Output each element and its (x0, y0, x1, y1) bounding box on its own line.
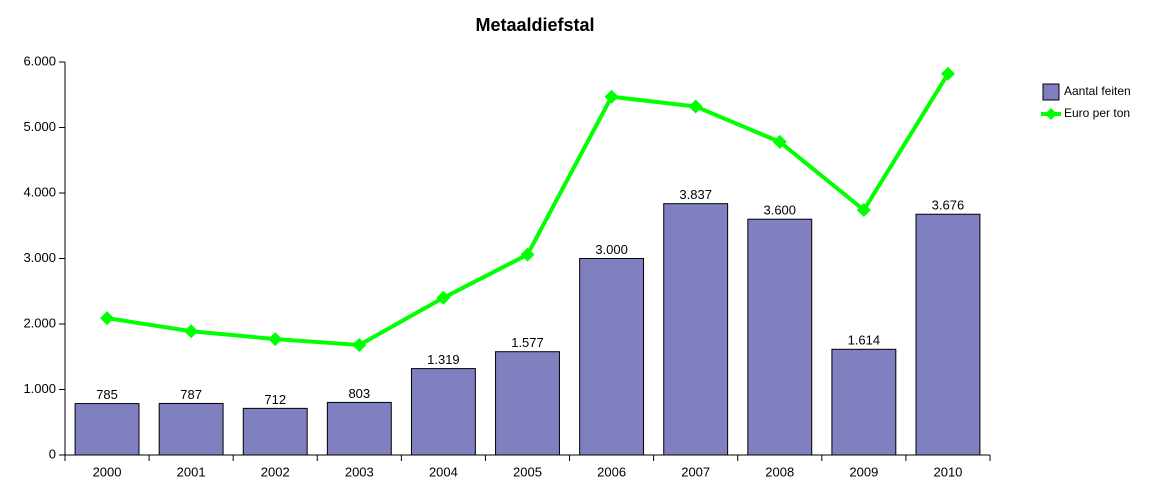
data-label: 1.614 (848, 333, 881, 348)
data-label: 3.676 (932, 198, 965, 213)
y-tick-label: 0 (49, 446, 56, 461)
data-label: 3.000 (595, 242, 628, 257)
line-marker (100, 311, 115, 326)
y-tick-label: 5.000 (23, 119, 56, 134)
x-tick-label: 2000 (93, 464, 122, 479)
chart-title: Metaaldiefstal (475, 15, 594, 35)
data-label: 3.600 (763, 203, 796, 218)
line-marker (772, 134, 787, 149)
y-tick-label: 4.000 (23, 184, 56, 199)
line-marker (604, 89, 619, 104)
bar (242, 407, 308, 456)
data-label: 803 (348, 386, 370, 401)
bar (579, 258, 645, 456)
y-tick-label: 3.000 (23, 250, 56, 265)
data-label: 712 (264, 392, 286, 407)
legend-label: Aantal feiten (1064, 84, 1131, 98)
bar (495, 351, 560, 456)
bar (663, 203, 729, 456)
bar (326, 401, 392, 456)
y-tick-label: 6.000 (23, 53, 56, 68)
bar (915, 213, 981, 456)
bar (158, 402, 224, 456)
legend-swatch (1045, 108, 1057, 120)
y-tick-label: 2.000 (23, 315, 56, 330)
x-tick-label: 2008 (765, 464, 794, 479)
data-label: 1.577 (511, 335, 544, 350)
line-marker (184, 324, 199, 339)
legend-label: Euro per ton (1064, 106, 1130, 120)
bar (747, 218, 813, 456)
x-tick-label: 2003 (345, 464, 374, 479)
bar (74, 403, 140, 456)
x-tick-label: 2004 (429, 464, 458, 479)
line-marker (268, 332, 283, 347)
x-tick-label: 2007 (681, 464, 710, 479)
data-label: 787 (180, 387, 202, 402)
y-tick-label: 1.000 (23, 381, 56, 396)
data-label: 1.319 (427, 352, 460, 367)
line-marker (940, 66, 955, 81)
legend-swatch (1042, 83, 1060, 101)
x-tick-label: 2006 (597, 464, 626, 479)
line-marker (352, 337, 367, 352)
x-tick-label: 2002 (261, 464, 290, 479)
line-marker (856, 203, 871, 218)
line-marker (436, 290, 451, 305)
data-label: 785 (96, 387, 118, 402)
x-tick-label: 2005 (513, 464, 542, 479)
x-tick-label: 2010 (933, 464, 962, 479)
x-tick-label: 2009 (849, 464, 878, 479)
line (106, 72, 950, 347)
bar (831, 348, 897, 456)
x-tick-label: 2001 (177, 464, 206, 479)
bar (410, 368, 476, 456)
data-label: 3.837 (679, 187, 712, 202)
line-marker (688, 99, 703, 114)
line-marker (520, 247, 535, 262)
